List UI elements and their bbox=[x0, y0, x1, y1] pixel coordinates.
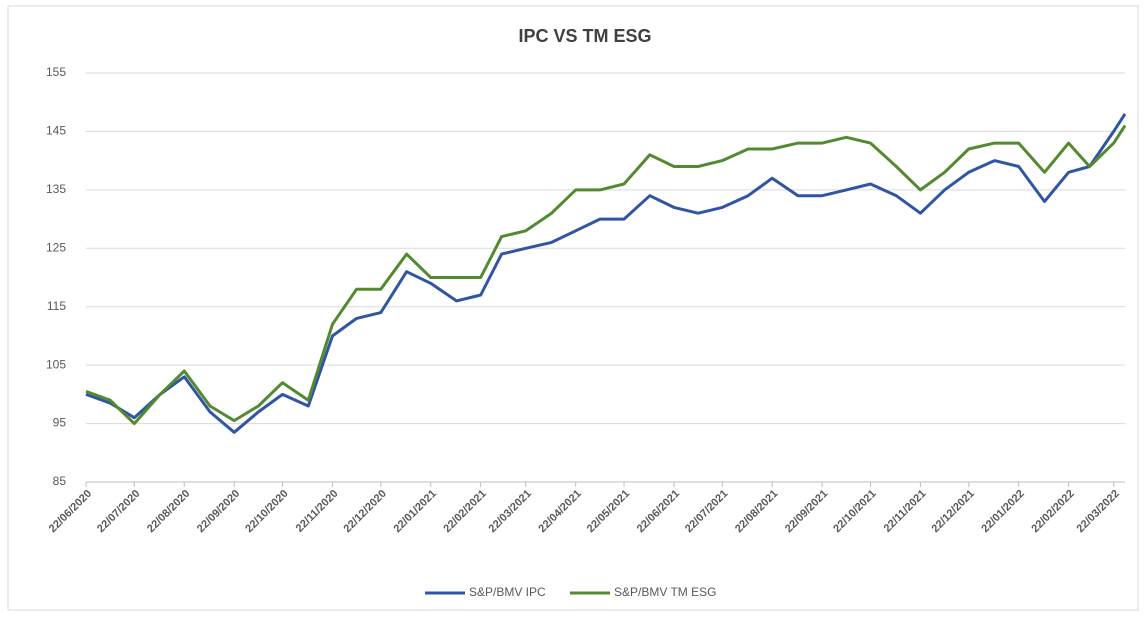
y-tick-label: 105 bbox=[46, 357, 66, 371]
chart-frame bbox=[7, 5, 1139, 611]
y-tick-label: 155 bbox=[46, 65, 66, 79]
y-tick-label: 115 bbox=[47, 299, 66, 313]
y-tick-label: 135 bbox=[46, 182, 66, 196]
legend-label: S&P/BMV IPC bbox=[469, 585, 546, 599]
y-tick-label: 145 bbox=[46, 124, 66, 138]
chart-title: IPC VS TM ESG bbox=[518, 26, 651, 46]
series-line bbox=[85, 124, 1127, 426]
y-tick-label: 125 bbox=[46, 240, 66, 254]
y-tick-label: 95 bbox=[53, 416, 67, 430]
legend-label: S&P/BMV TM ESG bbox=[614, 585, 716, 599]
y-tick-label: 85 bbox=[53, 474, 67, 488]
series-line bbox=[85, 113, 1127, 434]
